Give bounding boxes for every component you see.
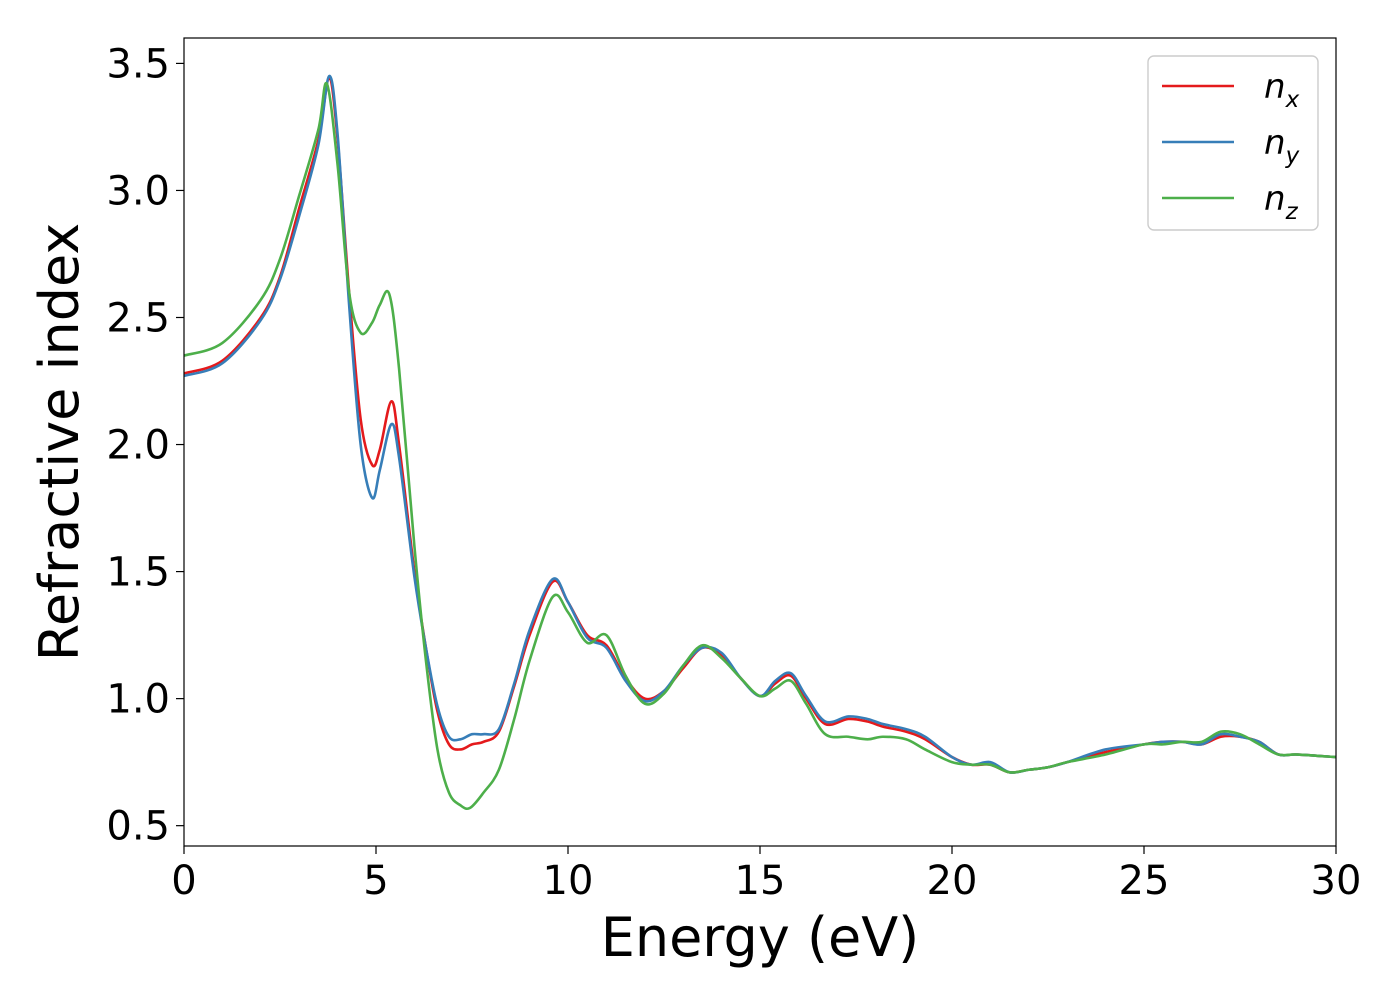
x-tick-label: 0 xyxy=(171,858,196,904)
x-axis-title: Energy (eV) xyxy=(601,906,920,969)
y-tick-label: 3.5 xyxy=(106,41,170,87)
y-tick-label: 1.5 xyxy=(106,550,170,596)
series-line-y xyxy=(183,74,1337,774)
legend-label-subscript: x xyxy=(1285,87,1300,113)
legend-label-x: nx xyxy=(1264,67,1300,113)
y-tick-label: 2.0 xyxy=(106,423,170,469)
x-tick-label: 5 xyxy=(363,858,388,904)
x-tick-label: 20 xyxy=(927,858,978,904)
y-axis-title: Refractive index xyxy=(28,223,91,662)
legend-label-subscript: z xyxy=(1285,199,1299,225)
y-tick-label: 2.5 xyxy=(106,295,170,341)
x-tick-label: 10 xyxy=(543,858,594,904)
plot-area xyxy=(184,38,1336,846)
x-tick-label: 25 xyxy=(1119,858,1170,904)
y-axis: 0.5 1.0 1.5 2.0 2.5 3.0 3.5 xyxy=(106,41,184,850)
x-tick-label: 15 xyxy=(735,858,786,904)
y-tick-label: 0.5 xyxy=(106,804,170,850)
x-axis: 0 5 10 15 20 25 30 xyxy=(171,846,1361,904)
x-tick-label: 30 xyxy=(1311,858,1362,904)
y-tick-label: 1.0 xyxy=(106,677,170,723)
legend-label-y: ny xyxy=(1264,123,1300,169)
legend-label-main: n xyxy=(1264,179,1286,219)
legend-label-main: n xyxy=(1264,123,1286,163)
series-layer xyxy=(183,74,1337,811)
legend-label-main: n xyxy=(1264,67,1286,107)
y-tick-label: 3.0 xyxy=(106,168,170,214)
legend-label-z: nz xyxy=(1264,179,1299,225)
series-line-z xyxy=(183,81,1337,811)
legend-label-subscript: y xyxy=(1285,143,1300,169)
